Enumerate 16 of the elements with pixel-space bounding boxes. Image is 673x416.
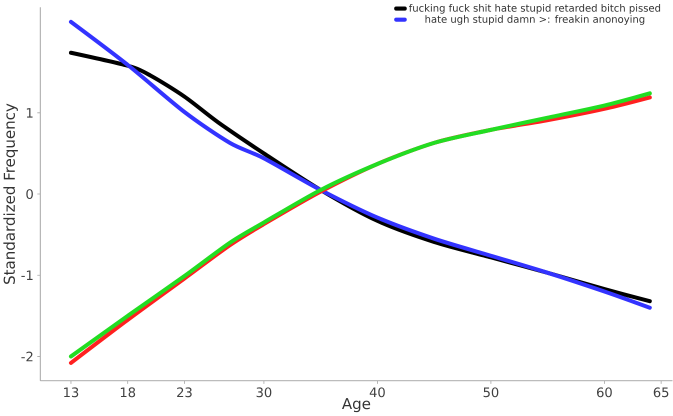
- legend-label: fucking fuck shit hate stupid retarded bitch pissed: [408, 4, 660, 14]
- x-tick-label: 50: [484, 388, 498, 398]
- y-tick-label: 0: [26, 189, 33, 200]
- x-axis-title: Age: [342, 398, 370, 412]
- x-tick-label: 65: [654, 388, 668, 398]
- x-tick-label: 30: [256, 388, 272, 398]
- y-tick-label: 1: [26, 108, 33, 118]
- x-tick-label: 23: [177, 388, 192, 398]
- x-tick-label: 40: [370, 388, 385, 398]
- y-tick-label: -1: [21, 270, 33, 280]
- x-tick-label: 60: [597, 388, 612, 398]
- y-axis-title: Standardized Frequency: [3, 104, 18, 284]
- y-tick-label: -2: [21, 352, 32, 362]
- legend-label: hate ugh stupid damn >: freakin anonoying: [426, 15, 644, 26]
- x-tick-label: 13: [64, 388, 78, 398]
- x-tick-label: 18: [120, 388, 136, 398]
